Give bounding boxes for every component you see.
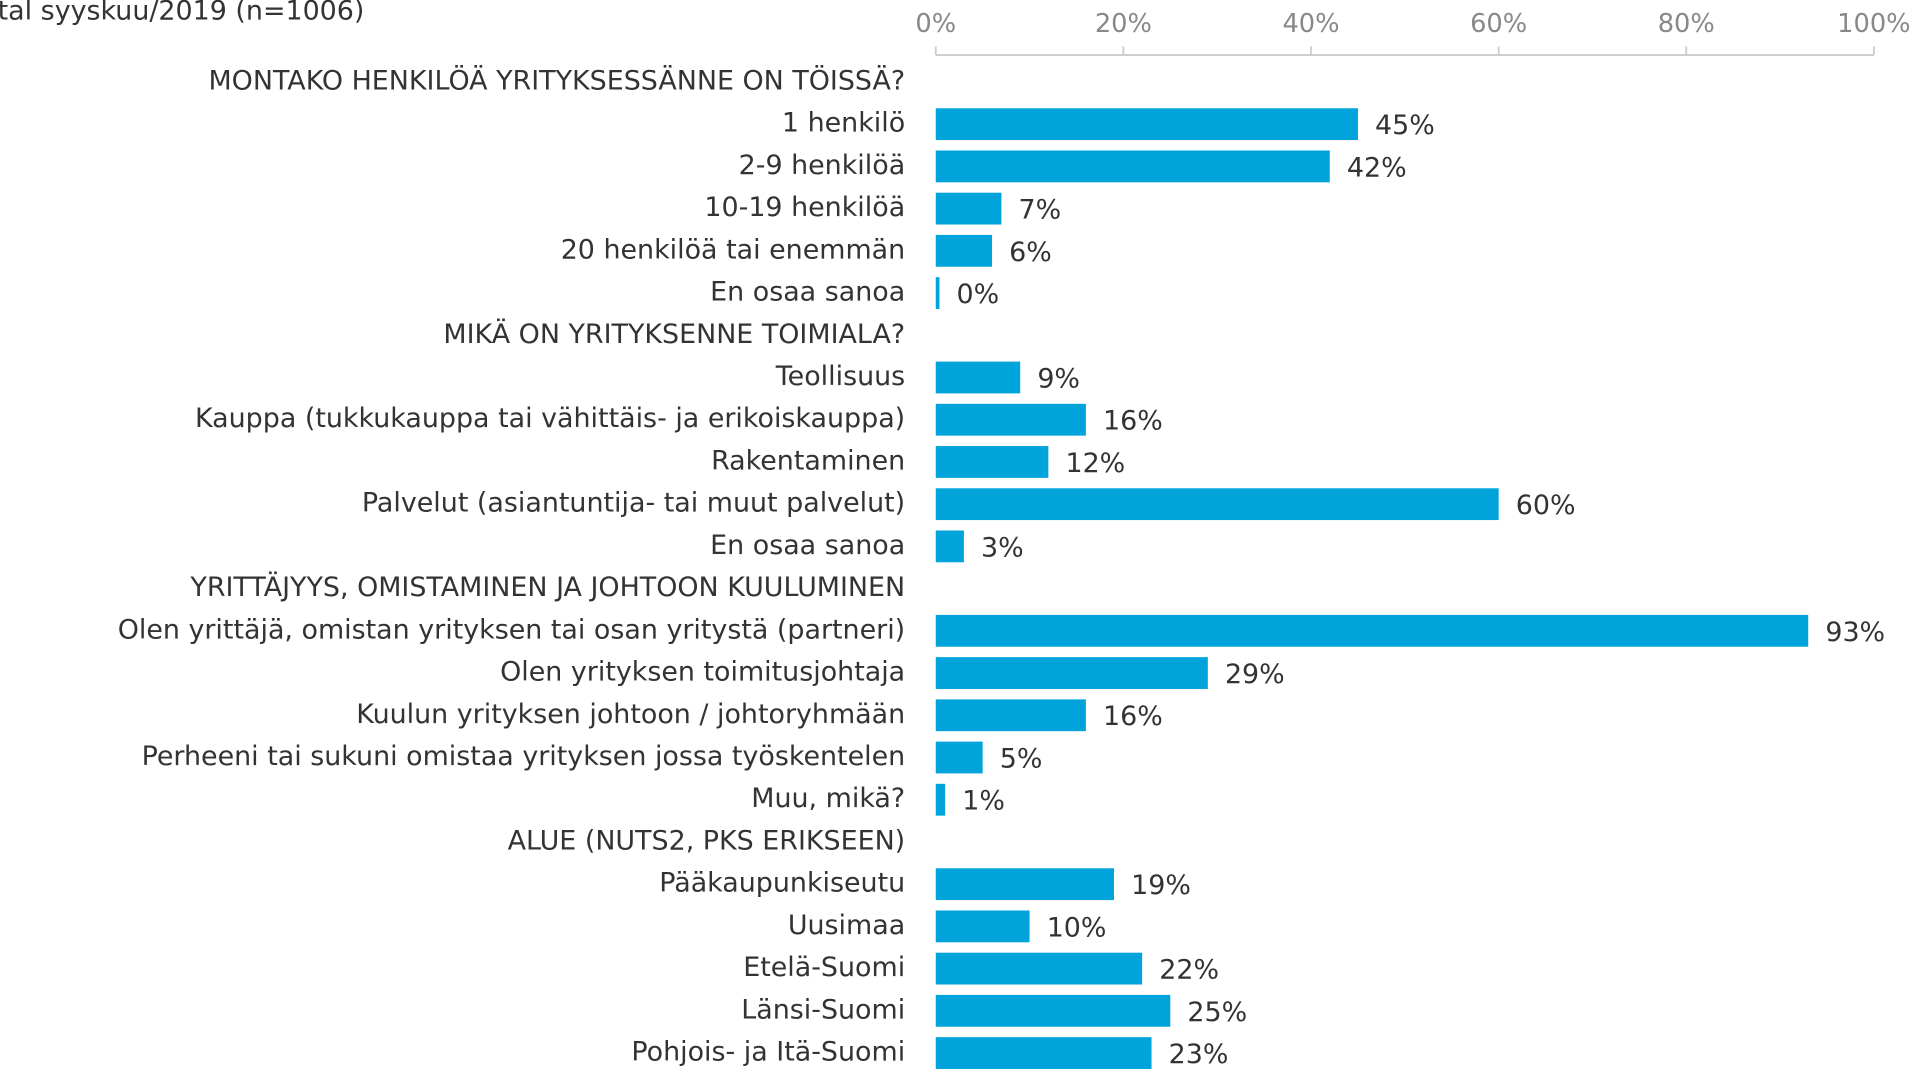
- bar: [935, 952, 1143, 985]
- bar: [935, 488, 1499, 521]
- category-label: Rakentaminen: [711, 445, 905, 476]
- value-label: 12%: [1065, 448, 1125, 479]
- x-tick-label: 20%: [1095, 9, 1152, 39]
- bar: [935, 868, 1115, 901]
- category-label: 1 henkilö: [782, 108, 905, 139]
- bar: [935, 234, 993, 267]
- value-label: 42%: [1347, 152, 1407, 183]
- bar: [935, 277, 940, 309]
- category-label: Kuulun yrityksen johtoon / johtoryhmään: [356, 699, 905, 730]
- category-label: Perheeni tai sukuni omistaa yrityksen jo…: [142, 741, 906, 772]
- x-tick-label: 0%: [915, 9, 956, 39]
- bar: [935, 361, 1021, 394]
- category-label: Kauppa (tukkukauppa tai vähittäis- ja er…: [195, 403, 905, 434]
- category-label: Etelä-Suomi: [743, 952, 905, 983]
- value-label: 16%: [1103, 406, 1163, 437]
- value-label: 19%: [1131, 870, 1191, 901]
- value-label: 9%: [1037, 363, 1080, 394]
- bar: [935, 910, 1030, 943]
- x-tick-label: 80%: [1658, 9, 1715, 39]
- category-label: ALUE (NUTS2, PKS ERIKSEEN): [508, 825, 906, 856]
- category-label: 20 henkilöä tai enemmän: [561, 234, 905, 265]
- value-label: 60%: [1516, 490, 1576, 521]
- bar: [935, 699, 1086, 732]
- value-label: 5%: [1000, 743, 1043, 774]
- category-label: En osaa sanoa: [710, 277, 905, 308]
- category-label: Pohjois- ja Itä-Suomi: [631, 1037, 905, 1068]
- bar: [935, 657, 1208, 689]
- chart-title: tal syyskuu/2019 (n=1006): [0, 0, 364, 27]
- value-label: 25%: [1187, 997, 1247, 1028]
- category-label: 2-9 henkilöä: [739, 150, 906, 181]
- category-label: MONTAKO HENKILÖÄ YRITYKSESSÄNNE ON TÖISS…: [208, 64, 905, 96]
- bar: [935, 446, 1049, 478]
- x-tick-label: 100%: [1837, 9, 1910, 39]
- value-label: 1%: [962, 786, 1005, 817]
- value-label: 16%: [1103, 701, 1163, 732]
- value-label: 3%: [981, 532, 1024, 563]
- bar: [935, 783, 946, 816]
- bar: [935, 614, 1809, 647]
- category-label: Teollisuus: [775, 361, 905, 392]
- category-label: MIKÄ ON YRITYKSENNE TOIMIALA?: [443, 318, 905, 350]
- category-label: Uusimaa: [788, 910, 905, 941]
- value-label: 10%: [1047, 912, 1107, 943]
- value-label: 6%: [1009, 237, 1052, 268]
- x-tick-label: 40%: [1282, 9, 1339, 39]
- category-label: YRITTÄJYYS, OMISTAMINEN JA JOHTOON KUULU…: [189, 571, 905, 603]
- bar: [935, 192, 1002, 225]
- bar: [935, 994, 1171, 1027]
- x-tick-label: 60%: [1470, 9, 1527, 39]
- value-label: 22%: [1159, 955, 1219, 986]
- category-label: Olen yrittäjä, omistan yrityksen tai osa…: [118, 614, 905, 645]
- bar: [935, 530, 964, 563]
- bar: [935, 403, 1086, 436]
- category-label: 10-19 henkilöä: [704, 192, 905, 223]
- category-label: Palvelut (asiantuntija- tai muut palvelu…: [362, 488, 905, 519]
- category-label: Länsi-Suomi: [741, 994, 905, 1025]
- value-label: 7%: [1019, 195, 1062, 226]
- category-label: Olen yrityksen toimitusjohtaja: [500, 657, 905, 688]
- value-label: 29%: [1225, 659, 1285, 690]
- bar: [935, 741, 983, 774]
- bar: [935, 1037, 1152, 1069]
- bar: [935, 150, 1330, 183]
- category-label: En osaa sanoa: [710, 530, 905, 561]
- value-label: 0%: [957, 279, 1000, 310]
- value-label: 93%: [1825, 617, 1885, 648]
- category-label: Pääkaupunkiseutu: [659, 868, 905, 899]
- value-label: 23%: [1169, 1039, 1229, 1069]
- value-label: 45%: [1375, 110, 1435, 141]
- bar: [935, 108, 1358, 141]
- category-label: Muu, mikä?: [751, 783, 905, 814]
